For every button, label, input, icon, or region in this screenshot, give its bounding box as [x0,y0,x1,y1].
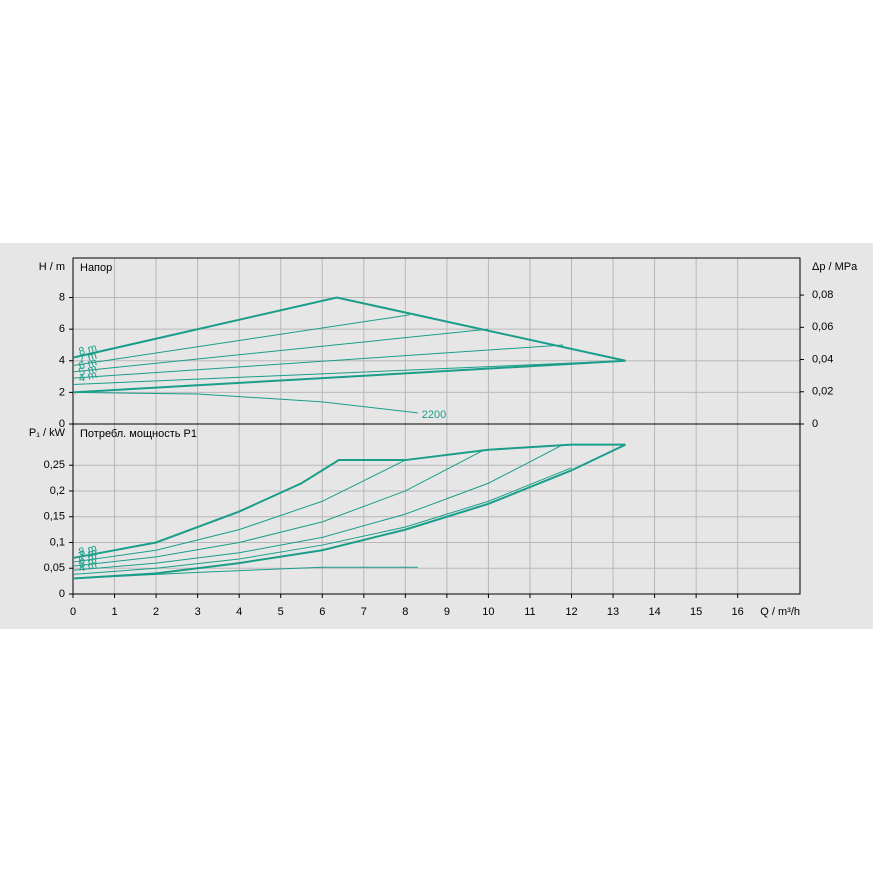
x-tick-label: 13 [607,606,619,618]
y-tick-label: 6 [59,323,65,335]
curve-label: 2200 [422,409,446,421]
curve [72,359,626,394]
curve [72,459,406,563]
x-tick-label: 0 [70,606,76,618]
y-tick-label: 2 [59,386,65,398]
x-tick-label: 5 [278,606,284,618]
x-tick-label: 11 [524,606,535,618]
x-tick-label: 15 [690,606,702,618]
x-tick-label: 16 [732,606,744,618]
curve-label: 6 m [77,551,98,567]
y2-tick-label: 0,08 [812,289,833,301]
x-tick-label: 12 [565,606,577,618]
curve [72,344,564,379]
curve [72,296,626,362]
x-tick-label: 3 [195,606,201,618]
curve [72,444,564,571]
panel-title: Потребл. мощность P1 [80,428,197,440]
x-tick-label: 7 [361,606,367,618]
curve [72,443,626,559]
background [0,243,873,629]
curve-label: 5 m [77,363,98,379]
curve-label: 7 m [77,546,98,562]
curve-label: 8 m [77,542,98,558]
curve [72,467,572,575]
x-tick-label: 9 [444,606,450,618]
curve-label: 8 m [77,342,98,358]
curve-label: 6 m [77,356,98,372]
curve-label: 4 m [77,559,98,575]
curve [72,391,418,414]
y-tick-label: 0 [59,588,65,600]
y-tick-label: 0,1 [50,536,65,548]
x-tick-label: 2 [153,606,159,618]
curve [72,449,485,567]
y2-tick-label: 0 [812,418,818,430]
curve [72,360,626,385]
y-tick-label: 0,15 [44,511,65,523]
x-tick-label: 14 [648,606,660,618]
curve-label: 7 m [77,350,98,366]
y-tick-label: 0,05 [44,562,65,574]
curve [72,314,410,366]
y-tick-label: 0 [59,418,65,430]
y2-tick-label: 0,06 [812,321,833,333]
curve-label: 5 m [77,555,98,571]
panel-title: Напор [80,262,112,274]
y-axis-label: P₁ / kW [29,427,66,439]
y-tick-label: 8 [59,291,65,303]
curve [72,566,418,580]
plot-frame [72,423,801,595]
x-axis-label: Q / m³/h [760,606,800,618]
curve-label: 4 m [77,369,98,385]
y-tick-label: 0,25 [44,459,65,471]
x-tick-label: 6 [319,606,325,618]
y-axis-label: H / m [39,261,65,273]
y2-axis-label: Δp / MPa [812,261,858,273]
x-tick-label: 8 [402,606,408,618]
y-tick-label: 0,2 [50,485,65,497]
y-tick-label: 4 [59,355,65,367]
x-tick-label: 1 [111,606,117,618]
curve [72,443,626,580]
x-tick-label: 4 [236,606,242,618]
y2-tick-label: 0,04 [812,353,833,365]
y2-tick-label: 0,02 [812,386,833,398]
x-tick-label: 10 [482,606,494,618]
curve [72,328,489,373]
